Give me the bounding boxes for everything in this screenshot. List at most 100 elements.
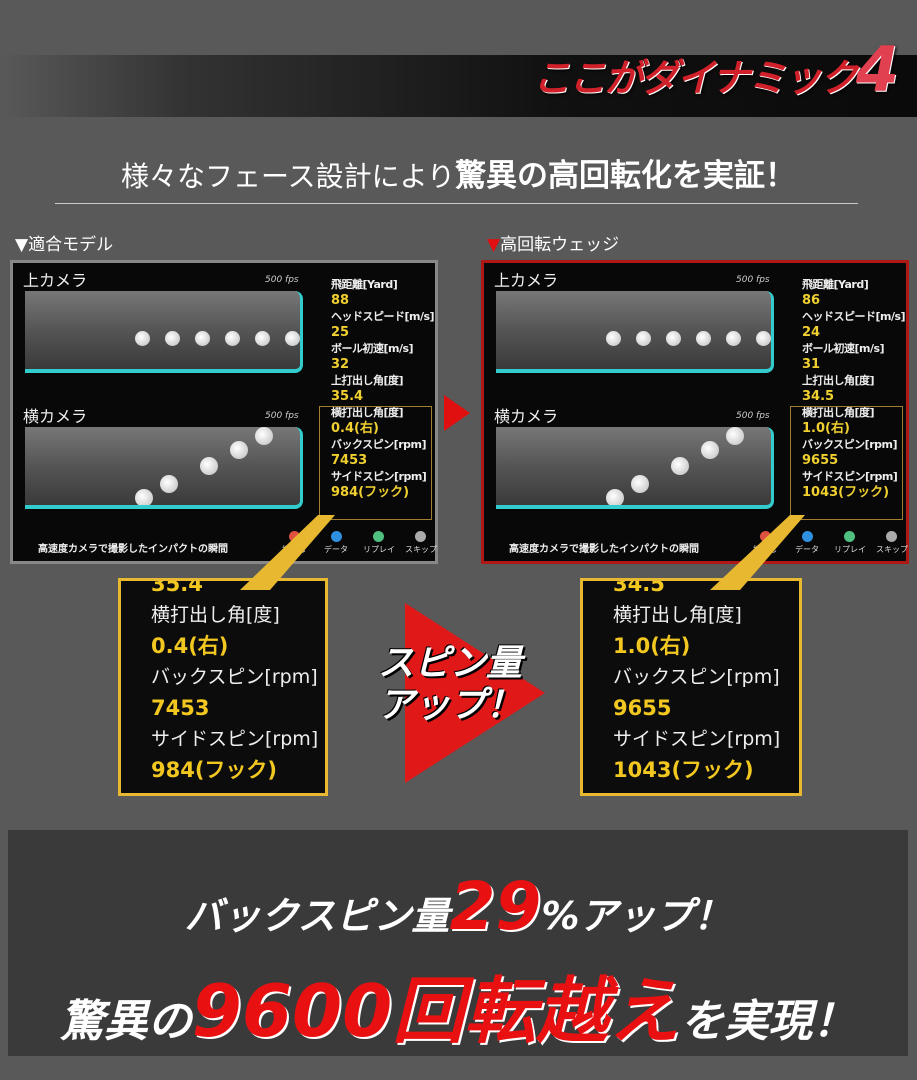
headline: 様々なフェース設計により驚異の高回転化を実証！ [120,158,797,194]
highlight-frame [319,406,432,520]
ball [200,457,218,475]
stat-label: 上打出し角[度] [331,374,404,387]
stat-label: サイドスピン[rpm] [802,470,898,483]
summary-line-2: 驚異の9600回転越えを実現！ [59,969,857,1053]
ball [135,331,150,346]
screen-button[interactable]: リプレイ [363,531,395,555]
arrow-right-icon [444,395,470,431]
button-dot-icon [414,531,426,542]
button-dot-icon [288,531,300,542]
ball [636,331,651,346]
side-camera-title: 横カメラ [494,407,559,426]
button-dot-icon [330,531,342,542]
screen-button[interactable]: データ [792,531,822,555]
pointer-left [240,515,335,590]
ball [726,331,741,346]
fps-label: 500 fps [265,275,299,285]
ball [195,331,210,346]
button-dot-icon [759,531,771,542]
ball [225,331,240,346]
spin-up-text: スピン量 アップ！ [378,643,523,726]
screen-button[interactable]: リプレイ [834,531,866,555]
panel-standard-model: 上カメラ 500 fps 横カメラ 500 fps 飛距離[Yard] 88 ヘッド… [10,260,438,564]
top-camera-image [25,291,303,373]
stat-value: 1043(フック) [802,485,890,500]
ball [135,489,153,505]
stat-value: 24 [802,325,821,340]
stat-value: 31 [802,357,821,372]
ball [756,331,771,346]
stat-value: 35.4 [331,389,364,404]
screen-button[interactable]: スキップ [876,531,908,555]
stat-label: ボール初速[m/s] [802,342,885,355]
ball [696,331,711,346]
side-camera-title: 横カメラ [23,407,88,426]
ball [255,427,273,445]
stat-value: 1.0(右) [802,421,850,436]
stat-label: 横打出し角[度] [331,406,404,419]
stat-value: 0.4(右) [331,421,379,436]
panel-high-spin-wedge: 上カメラ 500 fps 横カメラ 500 fps 飛距離[Yard] 86 ヘッド… [481,260,909,564]
ball [160,475,178,493]
screen-button[interactable]: スキップ [405,531,437,555]
section-banner: ここがダイナミック4 [0,33,917,117]
banner-title: ここがダイナミック4 [532,33,899,106]
summary-line-1: バックスピン量29%アップ！ [184,868,732,945]
top-camera-title: 上カメラ [23,271,88,290]
stat-label: ヘッドスピード[m/s] [331,310,435,323]
stat-label: 上打出し角[度] [802,374,875,387]
screen-caption: 高速度カメラで撮影したインパクトの瞬間 [38,544,228,555]
stat-label: 飛距離[Yard] [802,278,869,291]
divider [55,203,858,204]
ball [671,457,689,475]
stat-value: 9655 [802,453,839,468]
ball [255,331,270,346]
side-camera-image [496,427,774,509]
summary-box: バックスピン量29%アップ！ 驚異の9600回転越えを実現！ [8,830,908,1056]
stat-value: 32 [331,357,350,372]
label-high-spin-wedge: ▼高回転ウェッジ [487,235,620,255]
screen-button[interactable]: データ [321,531,351,555]
stat-value: 984(フック) [331,485,410,500]
stat-label: 横打出し角[度] [802,406,875,419]
button-dot-icon [801,531,813,542]
stat-label: バックスピン[rpm] [802,438,898,451]
button-dot-icon [372,531,384,542]
label-standard-model: ▼適合モデル [15,235,114,255]
stat-value: 25 [331,325,350,340]
stat-label: ボール初速[m/s] [331,342,414,355]
stat-value: 7453 [331,453,368,468]
ball [165,331,180,346]
pointer-right [710,515,805,590]
ball [666,331,681,346]
stats-list: 飛距離[Yard] 86 ヘッドスピード[m/s] 24 ボール初速[m/s] 31 上打出… [802,277,906,501]
zoom-box-standard: 35.4 横打出し角[度] 0.4(右) バックスピン[rpm] 7453 サイ… [118,578,328,796]
stat-label: バックスピン[rpm] [331,438,427,451]
top-camera-image [496,291,774,373]
screen-caption: 高速度カメラで撮影したインパクトの瞬間 [509,544,699,555]
side-camera-image [25,427,303,509]
stat-label: サイドスピン[rpm] [331,470,427,483]
ball [230,441,248,459]
stat-value: 86 [802,293,821,308]
top-camera-title: 上カメラ [494,271,559,290]
highlight-frame [790,406,903,520]
big-arrow-icon [405,603,545,783]
fps-label: 500 fps [736,411,770,421]
ball [726,427,744,445]
stat-label: 飛距離[Yard] [331,278,398,291]
stat-value: 88 [331,293,350,308]
ball [606,489,624,505]
zoom-box-wedge: 34.5 横打出し角[度] 1.0(右) バックスピン[rpm] 9655 サイ… [580,578,802,796]
button-dot-icon [885,531,897,542]
button-dot-icon [843,531,855,542]
ball [285,331,300,346]
ball [606,331,621,346]
ball [631,475,649,493]
stat-label: ヘッドスピード[m/s] [802,310,906,323]
stat-value: 34.5 [802,389,835,404]
ball [701,441,719,459]
fps-label: 500 fps [265,411,299,421]
stats-list: 飛距離[Yard] 88 ヘッドスピード[m/s] 25 ボール初速[m/s] 32 上打出… [331,277,435,501]
